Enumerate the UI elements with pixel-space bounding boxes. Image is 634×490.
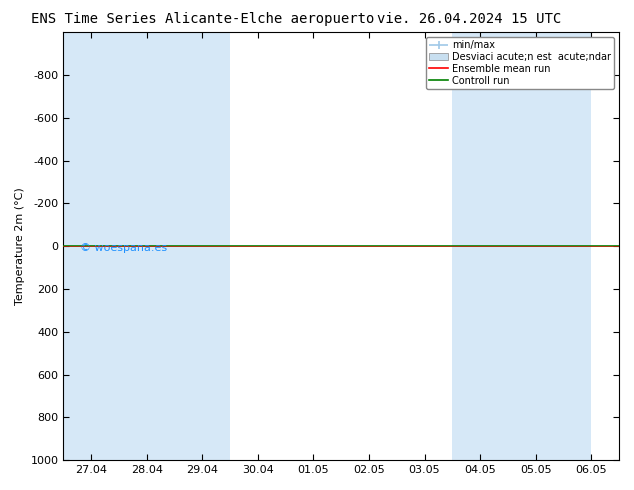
Bar xyxy=(63,32,119,460)
Bar xyxy=(564,32,592,460)
Text: vie. 26.04.2024 15 UTC: vie. 26.04.2024 15 UTC xyxy=(377,12,561,26)
Text: ENS Time Series Alicante-Elche aeropuerto: ENS Time Series Alicante-Elche aeropuert… xyxy=(31,12,375,26)
Y-axis label: Temperature 2m (°C): Temperature 2m (°C) xyxy=(15,187,25,305)
Bar xyxy=(119,32,230,460)
Bar xyxy=(452,32,564,460)
Legend: min/max, Desviaci acute;n est  acute;ndar, Ensemble mean run, Controll run: min/max, Desviaci acute;n est acute;ndar… xyxy=(426,37,614,89)
Text: © woespana.es: © woespana.es xyxy=(80,243,167,253)
